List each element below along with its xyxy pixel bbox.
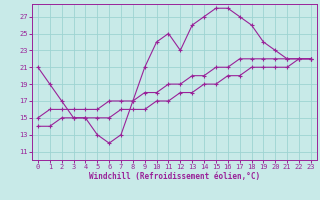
X-axis label: Windchill (Refroidissement éolien,°C): Windchill (Refroidissement éolien,°C) bbox=[89, 172, 260, 181]
